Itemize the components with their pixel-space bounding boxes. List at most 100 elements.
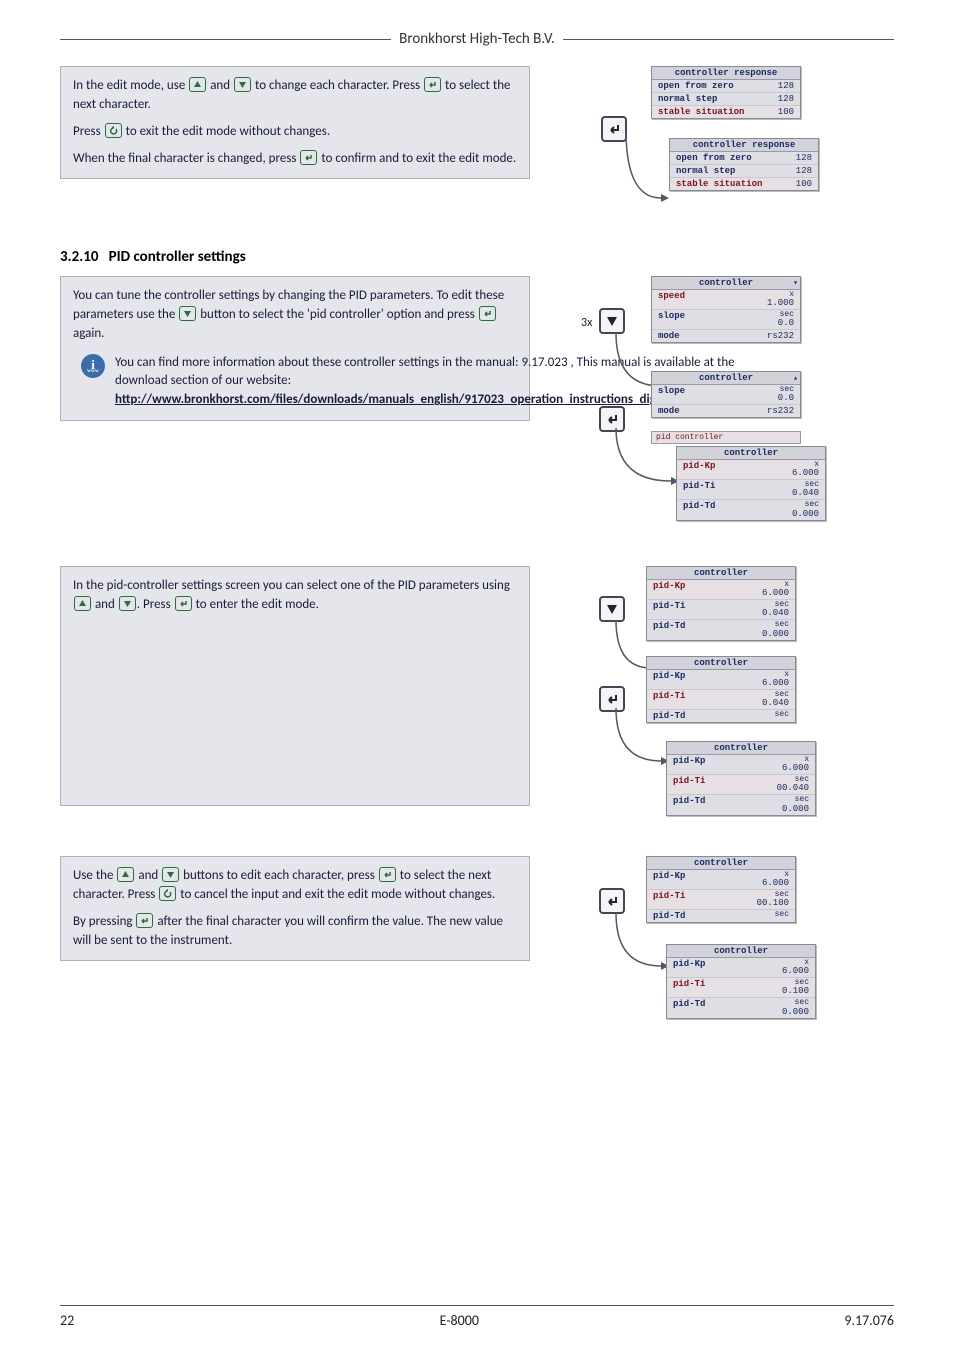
header-company: Bronkhorst High-Tech B.V. <box>391 30 563 48</box>
text: again. <box>73 326 104 341</box>
menu-unit: sec <box>775 711 789 718</box>
instructions-pid-settings: You can tune the controller settings by … <box>60 276 530 421</box>
menu-title: controller <box>647 857 795 870</box>
menu-label: pid-Kp <box>653 581 685 598</box>
menu-value: rs232 <box>767 406 794 416</box>
menu-unit: sec <box>762 691 789 698</box>
text: In the edit mode, use <box>73 78 188 93</box>
menu-value: 6.000 <box>782 966 809 976</box>
menu-label: pid-Kp <box>673 959 705 976</box>
menu-label: pid-Td <box>673 796 705 813</box>
menu-title: controller <box>647 657 795 670</box>
menu-label: open from zero <box>658 81 734 91</box>
menu-title: controller▴ <box>652 372 800 385</box>
menu-label: pid-Ti <box>653 891 685 908</box>
menu-unit: sec <box>782 999 809 1006</box>
menu-label: stable situation <box>676 179 762 189</box>
menu-value: 6.000 <box>792 468 819 478</box>
menu-value: 100 <box>778 107 794 117</box>
info-icon: iwww <box>81 354 105 378</box>
menu-unit: x <box>762 581 789 588</box>
menu-value: 128 <box>796 166 812 176</box>
page-number: 22 <box>60 1312 74 1329</box>
menu-label: pid-Kp <box>683 461 715 478</box>
repeat-prefix: 3x <box>581 316 592 330</box>
menu-label: pid-Ti <box>653 601 685 618</box>
down-key-icon <box>179 306 196 321</box>
up-key-icon <box>74 596 91 611</box>
menu-label: pid-Td <box>653 911 685 921</box>
text: and <box>135 868 161 883</box>
menu-unit: x <box>762 671 789 678</box>
menu-label: speed <box>658 291 685 308</box>
menu-label: mode <box>658 406 680 416</box>
menu-title: controller <box>677 447 825 460</box>
menu-value: 0.000 <box>762 629 789 639</box>
enter-key-icon <box>479 306 496 321</box>
menu-value: 0.000 <box>782 1007 809 1017</box>
menu-value: 0.100 <box>782 986 809 996</box>
pid-controller-popup: controller pid-Kpx6.000 pid-Tisec0.040 p… <box>676 446 826 521</box>
menu-unit: sec <box>782 796 809 803</box>
menu-value: 0.040 <box>762 698 789 708</box>
menu-label: pid-Kp <box>653 671 685 688</box>
menu-label: pid-Td <box>653 711 685 721</box>
menu-unit: x <box>782 756 809 763</box>
text: and <box>92 597 118 612</box>
menu-value: 6.000 <box>762 588 789 598</box>
pid-menu-e: controller pid-Kpx6.000 pid-Tisec0.100 p… <box>666 944 816 1019</box>
menu-title: controller response <box>670 139 818 152</box>
menu-value: 100 <box>796 179 812 189</box>
pid-menu-a: controller pid-Kpx6.000 pid-Tisec0.040 p… <box>646 566 796 641</box>
menu-label: pid-Td <box>653 621 685 638</box>
controller-menu-2: controller▴ slopesec0.0 moders232 <box>651 371 801 418</box>
menu-unit: sec <box>775 911 789 918</box>
menu-unit: sec <box>792 501 819 508</box>
menu-unit: sec <box>792 481 819 488</box>
pid-menu-d: controller pid-Kpx6.000 pid-Tisec00.100 … <box>646 856 796 923</box>
down-key-icon <box>119 596 136 611</box>
menu-value: 1.000 <box>767 298 794 308</box>
menu-title: controller response <box>652 67 800 80</box>
menu-unit: x <box>792 461 819 468</box>
text: When the final character is changed, pre… <box>73 151 299 166</box>
pid-menu-b: controller pid-Kpx6.000 pid-Tisec0.040 p… <box>646 656 796 723</box>
menu-label: pid-Ti <box>683 481 715 498</box>
menu-label: stable situation <box>658 107 744 117</box>
text: buttons to edit each character, press <box>180 868 378 883</box>
menu-value: 6.000 <box>762 678 789 688</box>
text: and <box>207 78 233 93</box>
enter-key-icon <box>136 913 153 928</box>
menu-label: normal step <box>676 166 735 176</box>
enter-key-icon <box>175 596 192 611</box>
text: to change each character. Press <box>252 78 423 93</box>
controller-response-menu-1: controller response open from zero 128 no… <box>651 66 801 119</box>
menu-title: controller <box>647 567 795 580</box>
text: to confirm and to exit the edit mode. <box>318 151 516 166</box>
menu-label: normal step <box>658 94 717 104</box>
heading-number: 3.2.10 <box>60 248 98 266</box>
down-key-icon <box>234 77 251 92</box>
menu-unit: sec <box>777 776 809 783</box>
menu-label: slope <box>658 386 685 403</box>
controller-response-menu-2: controller response open from zero 128 no… <box>669 138 819 191</box>
menu-value: 0.0 <box>778 318 794 328</box>
footer-model: E-8000 <box>440 1312 479 1329</box>
pid-controller-row: pid controller <box>651 431 801 444</box>
text: Use the <box>73 868 116 883</box>
menu-unit: sec <box>778 311 794 318</box>
header-rule: Bronkhorst High-Tech B.V. <box>60 30 894 48</box>
menu-unit: x <box>762 871 789 878</box>
enter-key-icon <box>300 150 317 165</box>
undo-key-icon <box>105 123 122 138</box>
menu-unit: sec <box>762 601 789 608</box>
menu-unit: x <box>767 291 794 298</box>
text: to enter the edit mode. <box>193 597 319 612</box>
down-key-icon <box>162 867 179 882</box>
menu-value: 0.000 <box>792 509 819 519</box>
menu-value: 128 <box>778 81 794 91</box>
menu-unit: sec <box>762 621 789 628</box>
menu-value: 00.100 <box>757 898 789 908</box>
menu-unit: x <box>782 959 809 966</box>
menu-label: open from zero <box>676 153 752 163</box>
